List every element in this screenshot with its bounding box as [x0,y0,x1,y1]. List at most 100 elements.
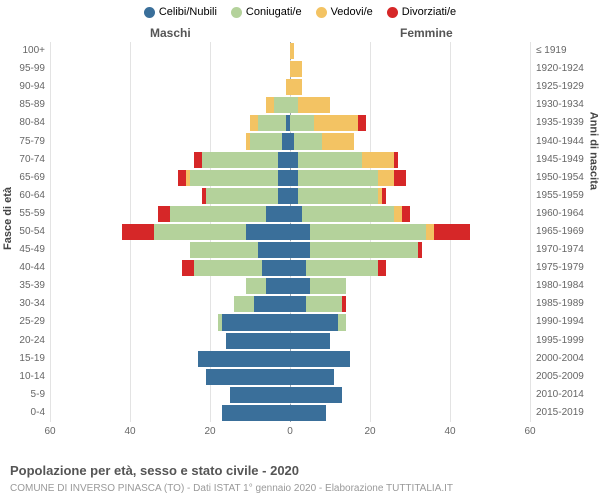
pyramid-row [50,205,530,223]
bar-female [338,314,346,330]
bar-male [206,188,278,204]
pyramid-row [50,114,530,132]
bar-female [298,188,378,204]
legend-item: Divorziati/e [387,6,456,18]
bar-male [246,133,250,149]
legend-swatch [387,7,398,18]
bar-male [198,351,290,367]
age-label: 60-64 [5,190,45,201]
year-label: 2005-2009 [536,371,596,382]
bar-male [206,369,290,385]
x-tick-label: 60 [524,426,535,437]
male-header: Maschi [150,26,191,40]
legend-label: Celibi/Nubili [159,6,217,18]
bar-male [262,260,290,276]
year-label: 1930-1934 [536,99,596,110]
pyramid-row [50,187,530,205]
year-label: 1995-1999 [536,335,596,346]
legend-label: Vedovi/e [331,6,373,18]
bar-male [178,170,186,186]
bar-female [290,79,302,95]
pyramid-row [50,368,530,386]
bar-female [290,61,302,77]
x-tick-label: 0 [287,426,293,437]
age-label: 40-44 [5,262,45,273]
bar-female [290,43,294,59]
bar-female [310,242,418,258]
legend-item: Coniugati/e [231,6,302,18]
bar-female [290,224,310,240]
bar-male [258,115,286,131]
year-label: 1970-1974 [536,244,596,255]
bar-female [302,206,394,222]
bar-male [218,314,222,330]
pyramid-row [50,350,530,368]
bar-female [310,278,346,294]
age-label: 95-99 [5,63,45,74]
pyramid-row [50,404,530,422]
x-tick-label: 60 [44,426,55,437]
bar-male [226,333,290,349]
legend-item: Celibi/Nubili [144,6,217,18]
age-label: 50-54 [5,226,45,237]
year-label: 1950-1954 [536,172,596,183]
bar-male [266,97,274,113]
bar-male [158,206,170,222]
x-tick-label: 20 [364,426,375,437]
bar-female [314,115,358,131]
bar-female [290,314,338,330]
pyramid-row [50,169,530,187]
year-label: 2000-2004 [536,353,596,364]
pyramid-row [50,259,530,277]
x-tick-label: 20 [204,426,215,437]
bar-female [342,296,346,312]
bar-female [298,170,378,186]
age-label: 30-34 [5,298,45,309]
age-label: 45-49 [5,244,45,255]
bar-female [290,206,302,222]
bar-female [426,224,434,240]
chart-title: Popolazione per età, sesso e stato civil… [10,463,299,478]
bar-female [290,188,298,204]
year-label: 1920-1924 [536,63,596,74]
bar-male [186,170,190,186]
legend-swatch [144,7,155,18]
bar-female [290,405,326,421]
bar-male [254,296,290,312]
chart-subtitle: COMUNE DI INVERSO PINASCA (TO) - Dati IS… [10,483,453,494]
age-label: 85-89 [5,99,45,110]
bar-female [418,242,422,258]
pyramid-row [50,96,530,114]
bar-female [378,260,386,276]
x-tick-label: 40 [444,426,455,437]
pyramid-row [50,223,530,241]
age-label: 90-94 [5,81,45,92]
bar-female [394,206,402,222]
bar-female [290,152,298,168]
bar-female [402,206,410,222]
age-label: 10-14 [5,371,45,382]
bar-female [290,278,310,294]
bar-male [278,188,290,204]
bar-female [290,351,350,367]
bar-female [322,133,354,149]
year-label: 1990-1994 [536,316,596,327]
bar-male [246,278,266,294]
bar-female [290,242,310,258]
bar-male [182,260,194,276]
pyramid-row [50,151,530,169]
pyramid-row [50,295,530,313]
pyramid-row [50,241,530,259]
bar-male [122,224,154,240]
pyramid-row [50,132,530,150]
year-label: 1955-1959 [536,190,596,201]
legend-label: Coniugati/e [246,6,302,18]
bar-male [154,224,246,240]
bar-female [290,333,330,349]
bar-male [278,152,290,168]
bar-female [290,170,298,186]
bar-female [362,152,394,168]
age-label: 55-59 [5,208,45,219]
age-label: 25-29 [5,316,45,327]
year-label: 2015-2019 [536,407,596,418]
